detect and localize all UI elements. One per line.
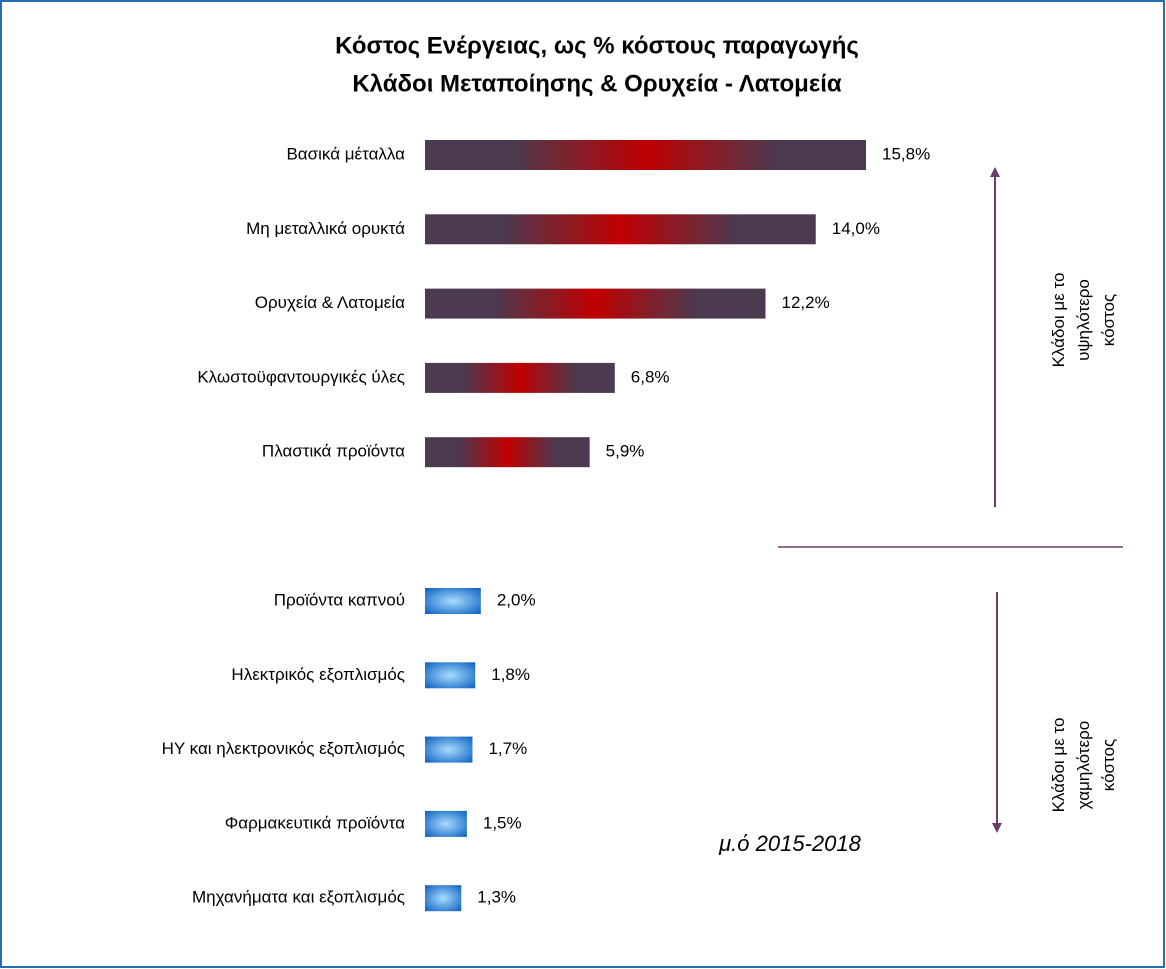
annotation-line: Κλάδοι με το: [1049, 718, 1068, 813]
annotation-line: Κλάδοι με το: [1049, 273, 1068, 368]
value-label: 1,7%: [488, 739, 527, 758]
category-label: ΗΥ και ηλεκτρονικός εξοπλισμός: [162, 739, 405, 758]
chart-title: Κλάδοι Μεταποίησης & Ορυχεία - Λατομεία: [352, 70, 842, 97]
category-label: Ηλεκτρικός εξοπλισμός: [231, 665, 405, 684]
annotation-line: υψηλότερο: [1074, 279, 1093, 361]
bar: [425, 362, 615, 393]
category-label: Βασικά μέταλλα: [286, 144, 405, 163]
value-label: 14,0%: [832, 219, 880, 238]
category-label: Προϊόντα καπνού: [274, 590, 405, 609]
value-label: 12,2%: [782, 293, 830, 312]
value-label: 15,8%: [882, 144, 930, 163]
bar: [425, 662, 476, 689]
category-label: Φαρμακευτικά προϊόντα: [225, 813, 405, 832]
annotation: Κλάδοι με το χαμηλότερο κόστος: [1049, 718, 1118, 813]
category-label: Ορυχεία & Λατομεία: [255, 293, 405, 312]
category-label: Κλωστοϋφαντουργικές ύλες: [197, 367, 405, 386]
category-label: Μηχανήματα και εξοπλισμός: [192, 888, 405, 907]
chart-title: Κόστος Ενέργειας, ως % κόστους παραγωγής: [335, 32, 859, 59]
category-label: Πλαστικά προϊόντα: [262, 442, 405, 461]
annotation-line: κόστος: [1099, 739, 1118, 791]
value-label: 5,9%: [606, 442, 645, 461]
category-label: Μη μεταλλικά ορυκτά: [246, 219, 405, 238]
bar: [425, 736, 473, 763]
bar: [425, 140, 866, 170]
bar: [425, 437, 590, 468]
bar: [425, 588, 481, 614]
value-label: 2,0%: [497, 590, 536, 609]
note: μ.ό 2015-2018: [718, 831, 861, 856]
value-label: 1,8%: [491, 665, 530, 684]
annotation-line: χαμηλότερο: [1074, 721, 1093, 809]
bar: [425, 885, 462, 912]
value-label: 6,8%: [631, 367, 670, 386]
bar: [425, 288, 766, 319]
value-label: 1,3%: [477, 888, 516, 907]
bar: [425, 810, 467, 837]
annotation: Κλάδοι με το υψηλότερο κόστος: [1049, 273, 1118, 368]
value-label: 1,5%: [483, 813, 522, 832]
annotation-line: κόστος: [1099, 294, 1118, 346]
bar: [425, 214, 816, 245]
